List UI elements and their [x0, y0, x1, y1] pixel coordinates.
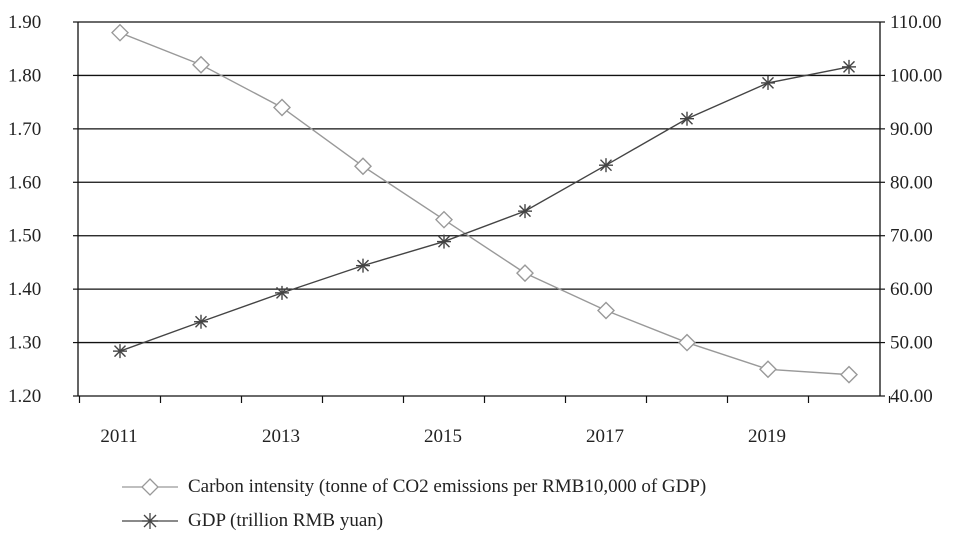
gdp-point: [761, 75, 775, 90]
gdp-point: [437, 234, 451, 249]
right-tick-label: 50.00: [890, 333, 933, 354]
right-tick-label: 110.00: [890, 12, 942, 33]
legend-label-carbon-intensity: Carbon intensity (tonne of CO2 emissions…: [188, 476, 707, 497]
x-tick-label: 2017: [586, 426, 624, 447]
right-tick-label: 100.00: [890, 65, 942, 86]
x-tick-label: 2015: [424, 426, 462, 447]
left-tick-label: 1.30: [8, 333, 41, 354]
carbon-intensity-point: [192, 55, 210, 74]
asterisk-marker-icon: [122, 513, 178, 529]
gdp-point: [680, 111, 694, 126]
x-tick-label: 2011: [100, 426, 137, 447]
x-tick-label: 2013: [262, 426, 300, 447]
carbon-intensity-point: [273, 98, 291, 117]
carbon-intensity-point: [759, 360, 777, 379]
gdp-point: [518, 204, 532, 219]
left-tick-label: 1.60: [8, 172, 41, 193]
right-tick-label: 90.00: [890, 119, 933, 140]
gridlines: [78, 21, 880, 344]
gdp-point-stroke: [600, 159, 612, 172]
gdp-point: [194, 314, 208, 329]
gdp-point-stroke: [357, 259, 369, 272]
gdp-point-stroke: [762, 76, 774, 89]
gdp-point-stroke: [195, 315, 207, 328]
series-markers: [111, 23, 858, 384]
gdp-point-stroke: [519, 205, 531, 218]
legend-item-carbon-intensity: Carbon intensity (tonne of CO2 emissions…: [120, 470, 706, 504]
carbon-intensity-point: [678, 333, 696, 352]
gdp-point: [113, 344, 127, 359]
series-lines: [119, 32, 850, 376]
gdp-line: [119, 66, 850, 352]
gdp-point-stroke: [438, 235, 450, 248]
left-tick-label: 1.90: [8, 12, 41, 33]
diamond-marker-icon: [122, 478, 178, 496]
carbon-intensity-point: [111, 23, 129, 42]
right-tick-label: 70.00: [890, 226, 933, 247]
gdp-point: [275, 285, 289, 300]
legend-label-gdp: GDP (trillion RMB yuan): [188, 510, 384, 531]
gdp-point-stroke: [681, 112, 693, 125]
tick-labels: 1.20 1.30 1.40 1.50 1.60 1.70 1.80 1.90 40.00 50.…: [8, 12, 942, 447]
gdp-point: [842, 59, 856, 74]
axes: [73, 21, 891, 403]
left-tick-label: 1.20: [8, 386, 41, 407]
dual-axis-line-chart: 1.20 1.30 1.40 1.50 1.60 1.70 1.80 1.90 40.00 50.…: [8, 12, 942, 447]
legend: Carbon intensity (tonne of CO2 emissions…: [120, 470, 706, 538]
carbon-intensity-point: [516, 264, 534, 283]
gdp-point: [599, 158, 613, 173]
left-tick-label: 1.40: [8, 279, 41, 300]
legend-item-gdp: GDP (trillion RMB yuan): [120, 504, 706, 538]
carbon-intensity-point: [354, 157, 372, 176]
right-tick-label: 60.00: [890, 279, 933, 300]
carbon-intensity-point: [435, 210, 453, 229]
carbon-intensity-point: [597, 301, 615, 320]
left-tick-label: 1.80: [8, 65, 41, 86]
gdp-point-stroke: [276, 286, 288, 299]
x-tick-label: 2019: [748, 426, 786, 447]
gdp-point: [356, 258, 370, 273]
left-tick-label: 1.70: [8, 119, 41, 140]
left-tick-label: 1.50: [8, 226, 41, 247]
carbon-intensity-line: [119, 32, 850, 376]
carbon-intensity-point: [840, 365, 858, 384]
right-tick-label: 40.00: [890, 386, 933, 407]
right-tick-label: 80.00: [890, 172, 933, 193]
gdp-point-stroke: [843, 60, 855, 73]
gdp-point-stroke: [114, 345, 126, 358]
